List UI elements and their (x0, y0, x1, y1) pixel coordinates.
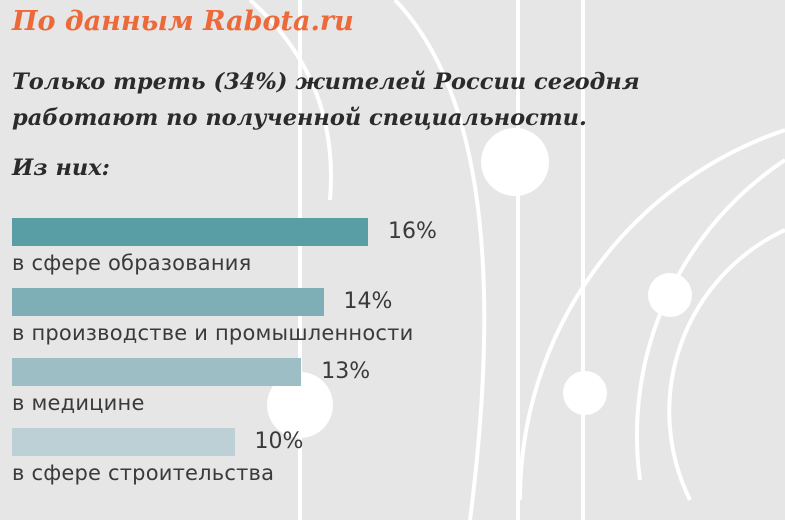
category-label: в сфере строительства (12, 461, 275, 485)
data-label: 13% (321, 359, 371, 384)
bar (12, 358, 302, 386)
category-label: в медицине (12, 391, 145, 415)
data-label: 10% (254, 429, 304, 454)
headline: Только треть (34%) жителей России сегодн… (12, 69, 640, 131)
bar (12, 218, 368, 246)
category-label: в производстве и промышленности (12, 321, 414, 345)
subheading: Из них: (12, 155, 110, 181)
bar (12, 288, 324, 316)
category-label: в сфере образования (12, 251, 252, 275)
bar (12, 428, 235, 456)
data-label: 14% (343, 289, 393, 314)
source-title: По данным Rabota.ru (12, 6, 354, 37)
data-label: 16% (388, 219, 437, 244)
